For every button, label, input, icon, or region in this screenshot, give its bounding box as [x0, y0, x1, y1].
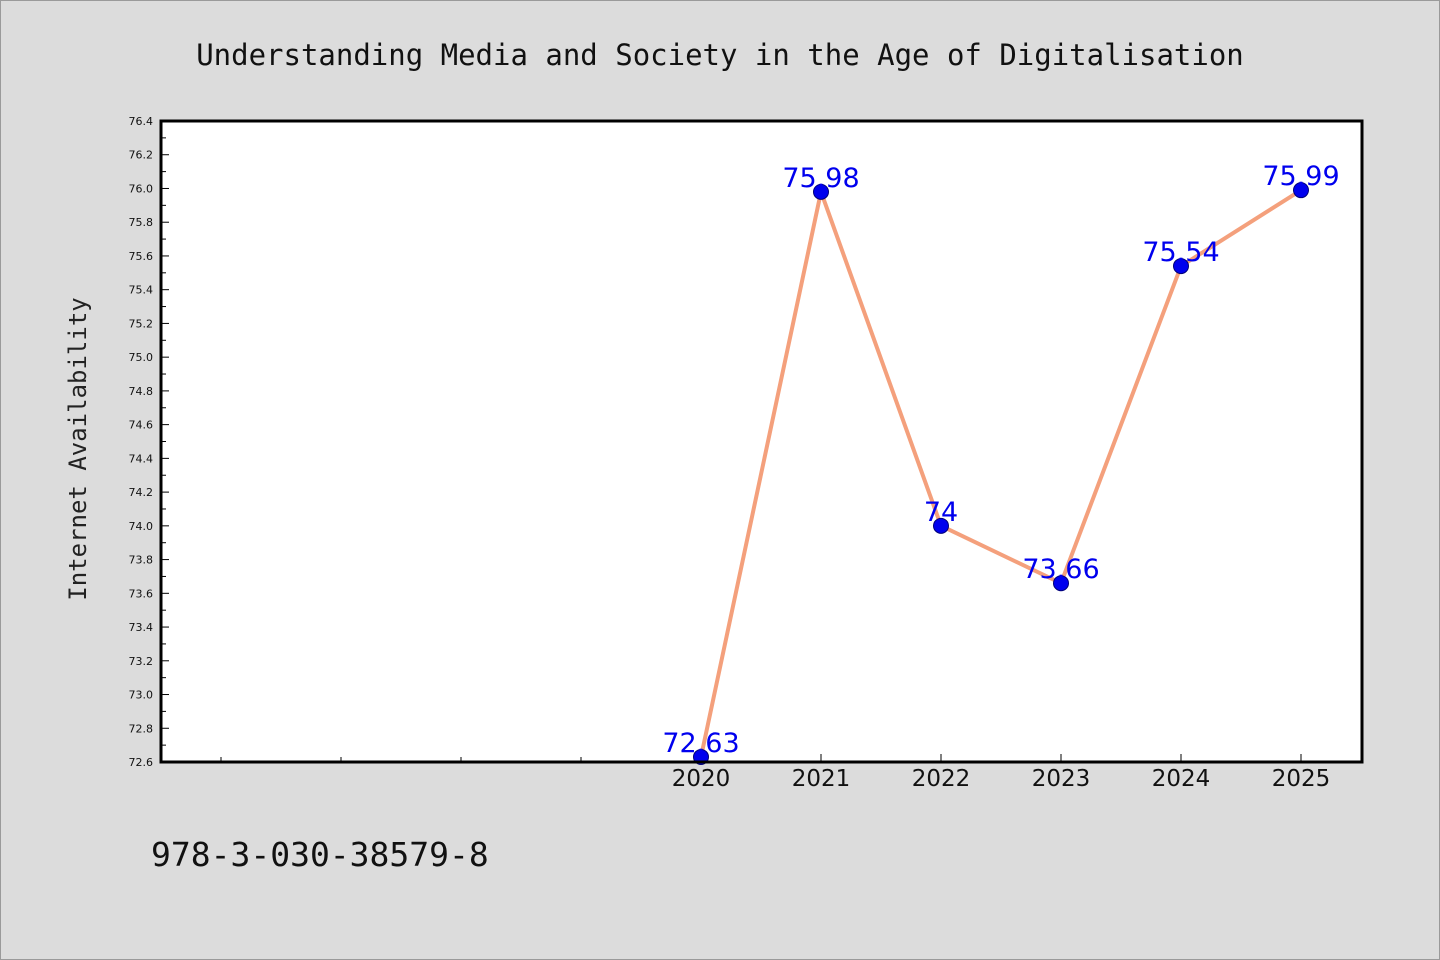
y-tick-label: 76.0	[129, 182, 154, 195]
data-point	[813, 183, 829, 200]
y-tick-label: 74.8	[129, 385, 154, 398]
y-axis-label: Internet Availability	[64, 297, 92, 600]
x-axis: 2020 2021 2022 2023 2024 2025	[220, 754, 1331, 792]
y-tick-label: 72.8	[129, 722, 154, 735]
isbn-footer: 978-3-030-38579-8	[151, 835, 489, 874]
y-tick-label: 75.6	[129, 250, 154, 263]
chart-title: Understanding Media and Society in the A…	[196, 38, 1244, 72]
x-tick-label: 2025	[1272, 766, 1331, 792]
data-series: 72.63 75.98 74 73.66 75.54 75.99	[662, 161, 1340, 765]
y-tick-label: 74.6	[129, 419, 154, 432]
y-tick-label: 75.2	[129, 317, 154, 330]
x-tick-label: 2021	[792, 766, 851, 792]
y-axis: 72.6 72.8 73.0 73.2 73.4 73.6 73.8 74.0 74.2 74.4…	[129, 115, 169, 769]
data-label: 75.99	[1262, 161, 1339, 192]
plot-frame	[159, 119, 1364, 764]
x-tick-label: 2022	[912, 766, 971, 792]
series-line	[699, 188, 1303, 759]
y-tick-label: 72.6	[129, 756, 154, 769]
data-label: 72.63	[662, 728, 739, 759]
data-label: 75.54	[1142, 237, 1219, 268]
x-tick-label: 2023	[1032, 766, 1091, 792]
data-point	[1173, 258, 1189, 275]
y-tick-label: 75.4	[129, 284, 154, 297]
y-tick-label: 73.2	[129, 655, 154, 668]
y-tick-label: 73.4	[129, 621, 154, 634]
y-tick-label: 73.0	[129, 689, 154, 702]
x-tick-label: 2020	[672, 766, 731, 792]
y-tick-label: 75.0	[129, 351, 154, 364]
y-tick-label: 76.2	[129, 149, 154, 162]
y-tick-label: 73.8	[129, 554, 154, 567]
data-label: 74	[924, 497, 958, 528]
data-point	[933, 517, 949, 534]
y-tick-label: 74.4	[129, 452, 154, 465]
x-tick-label: 2024	[1152, 766, 1211, 792]
y-tick-label: 74.0	[129, 520, 154, 533]
data-point	[1293, 182, 1309, 199]
plot-area	[161, 121, 1362, 762]
data-label: 75.98	[782, 163, 859, 194]
data-label: 73.66	[1022, 554, 1099, 585]
y-tick-label: 75.8	[129, 216, 154, 229]
y-tick-label: 76.4	[129, 115, 154, 128]
y-tick-label: 74.2	[129, 486, 154, 499]
y-tick-label: 73.6	[129, 587, 154, 600]
data-point	[1053, 575, 1069, 592]
